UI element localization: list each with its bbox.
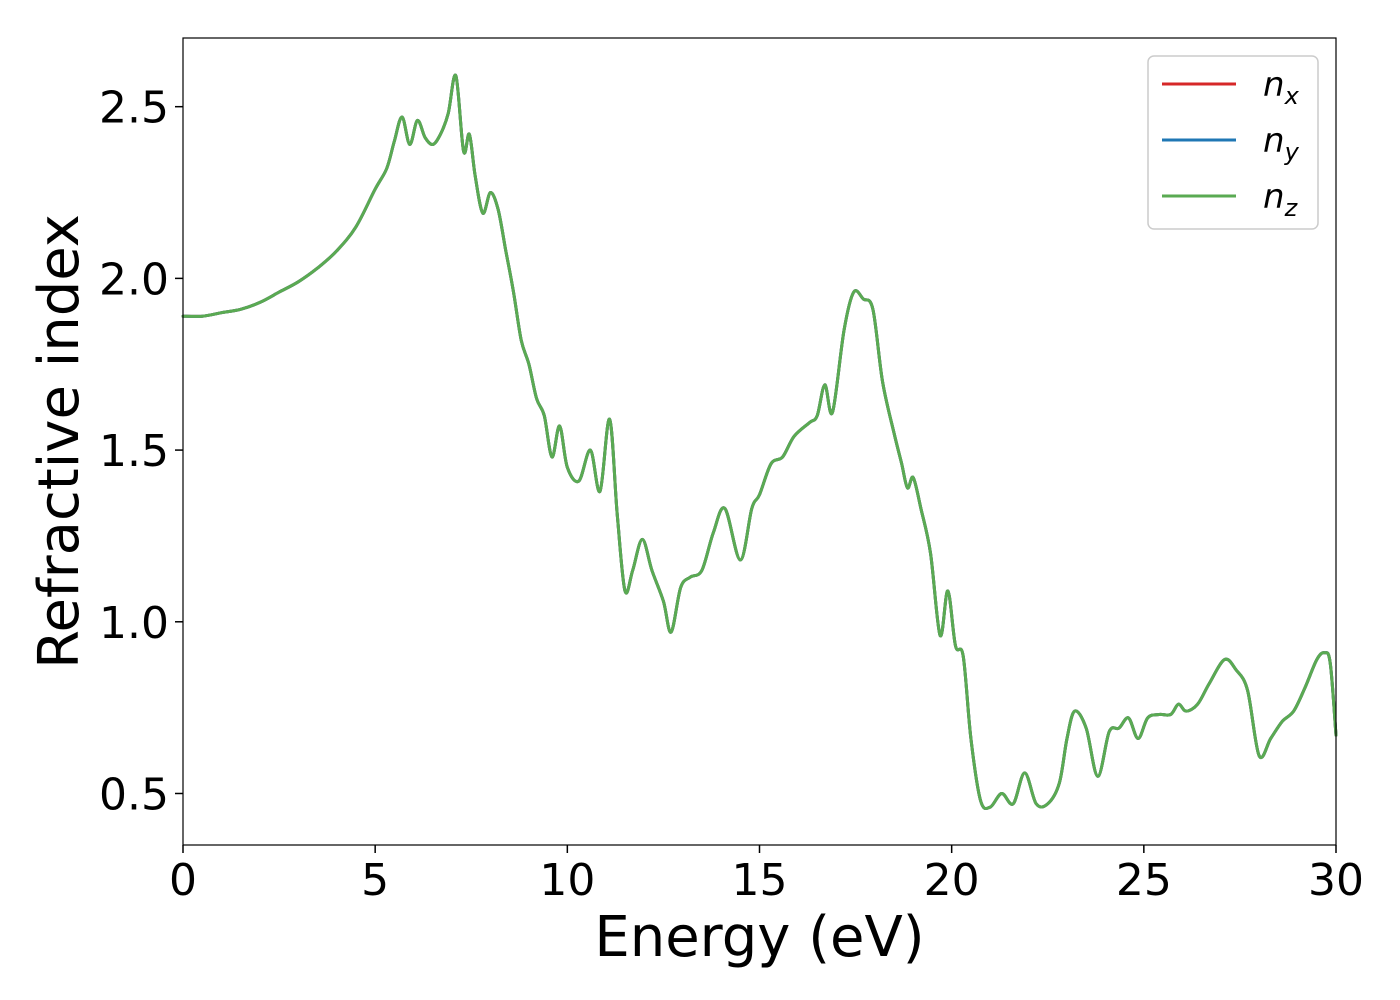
x-tick-label: 15 [732, 855, 788, 906]
legend-box [1147, 55, 1319, 230]
y-tick-label: 0.5 [99, 769, 169, 820]
legend-label-n-x: nx [1263, 65, 1300, 110]
y-tick-label: 2.0 [99, 254, 169, 305]
legend: nx ny nz [1147, 55, 1319, 230]
x-axis-label: Energy (eV) [594, 905, 924, 970]
series-layer [181, 73, 1338, 811]
y-tick-label: 1.0 [99, 598, 169, 649]
x-tick-label: 25 [1116, 855, 1172, 906]
y-tick-label: 1.5 [99, 426, 169, 477]
x-axis-ticks: 0 5 10 15 20 25 30 [169, 845, 1364, 906]
y-tick-label: 2.5 [99, 83, 169, 134]
x-tick-label: 5 [361, 855, 389, 906]
series-line-n-z [181, 73, 1338, 811]
x-tick-label: 0 [169, 855, 197, 906]
legend-label-n-y: ny [1263, 121, 1300, 166]
y-axis-label: Refractive index [27, 214, 92, 669]
x-tick-label: 30 [1308, 855, 1364, 906]
x-tick-label: 10 [539, 855, 595, 906]
legend-label-n-z: nz [1263, 177, 1299, 222]
y-axis-ticks: 0.5 1.0 1.5 2.0 2.5 [99, 83, 183, 820]
x-tick-label: 20 [924, 855, 980, 906]
